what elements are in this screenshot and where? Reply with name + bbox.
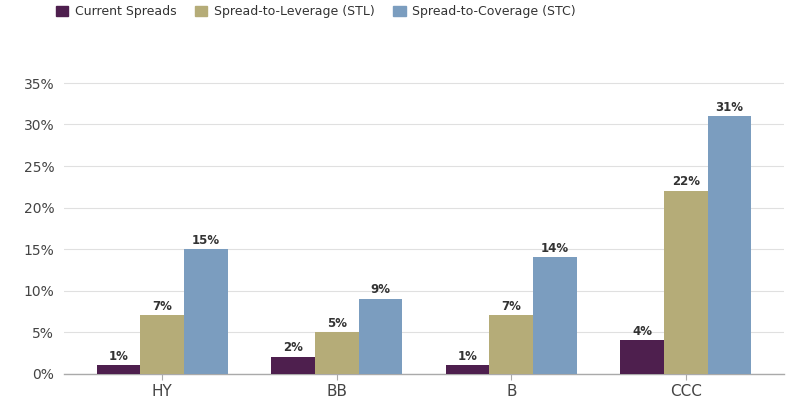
Bar — [184, 249, 228, 374]
Text: 5%: 5% — [326, 317, 346, 330]
Bar — [140, 315, 184, 374]
Text: 15%: 15% — [192, 234, 220, 247]
Text: 7%: 7% — [152, 300, 172, 313]
Bar — [620, 340, 664, 374]
Bar — [446, 365, 490, 374]
Legend: Current Spreads, Spread-to-Leverage (STL), Spread-to-Coverage (STC): Current Spreads, Spread-to-Leverage (STL… — [56, 5, 576, 18]
Bar — [664, 191, 708, 374]
Bar — [97, 365, 140, 374]
Text: 14%: 14% — [541, 242, 569, 255]
Text: 1%: 1% — [109, 350, 129, 363]
Text: 2%: 2% — [283, 342, 303, 354]
Text: 1%: 1% — [458, 350, 478, 363]
Bar — [358, 299, 402, 374]
Text: 22%: 22% — [672, 176, 700, 188]
Text: 31%: 31% — [715, 101, 743, 114]
Bar — [315, 332, 358, 374]
Bar — [533, 257, 577, 374]
Bar — [490, 315, 533, 374]
Text: 7%: 7% — [502, 300, 522, 313]
Bar — [708, 116, 751, 374]
Text: 9%: 9% — [370, 283, 390, 296]
Text: 4%: 4% — [632, 325, 652, 338]
Bar — [271, 357, 315, 374]
